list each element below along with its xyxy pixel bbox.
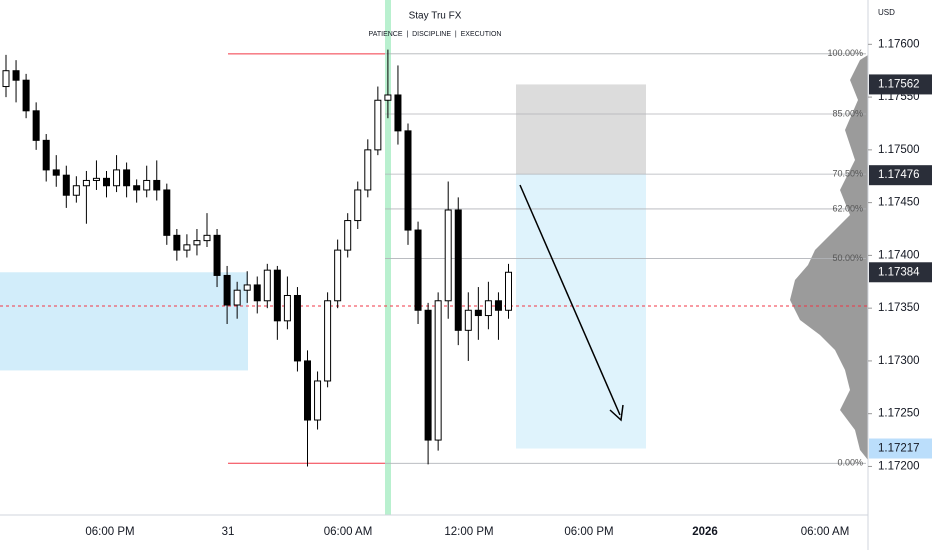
fib-label: 0.00% [837, 458, 863, 468]
stop-zone [516, 84, 646, 175]
candle-body [163, 189, 171, 236]
y-tick-label: 1.17200 [878, 460, 920, 472]
candle-body [293, 294, 301, 362]
x-tick-label: 06:00 AM [801, 526, 850, 538]
y-tick-label: 1.17350 [878, 302, 920, 314]
candle-body [103, 177, 110, 187]
candle-body [374, 99, 382, 151]
fib-label: 50.00% [832, 253, 863, 263]
y-tick-label: 1.17450 [878, 197, 920, 209]
candle-body [273, 269, 281, 322]
arrow-head [609, 404, 624, 422]
candle-body [314, 380, 322, 421]
candle-body [12, 70, 20, 81]
x-tick-label: 06:00 PM [85, 526, 134, 538]
candle-body [354, 189, 362, 222]
subtitle: PATIENCE | DISCIPLINE | EXECUTION [369, 31, 502, 38]
x-tick-label: 31 [222, 526, 235, 538]
candle-body [384, 94, 392, 101]
candle-body [213, 234, 221, 276]
y-tick-label: 1.17300 [878, 355, 920, 367]
y-tick-label: 1.17600 [878, 38, 920, 50]
price-badge [869, 262, 932, 283]
candle-body [62, 174, 70, 196]
title: Stay Tru FX [409, 11, 462, 22]
candle-body [324, 300, 332, 382]
candle-body [92, 177, 100, 181]
candle-body [344, 220, 352, 251]
candle-body [484, 300, 492, 317]
arrow [519, 184, 621, 416]
candle-body [113, 169, 121, 187]
candle-body [505, 271, 512, 311]
session-marker [385, 0, 391, 515]
candle-body [454, 209, 462, 331]
candle-body [133, 185, 141, 191]
candle-body [263, 269, 271, 302]
fib-label: 62.00% [832, 203, 863, 213]
fib-label: 70.50% [832, 169, 863, 179]
price-badge-label: 1.17562 [878, 78, 920, 90]
candle-body [2, 70, 10, 88]
price-badge [869, 438, 932, 459]
candle-body [52, 169, 60, 176]
price-badge-label: 1.17384 [878, 266, 920, 278]
candle-body [233, 289, 241, 306]
candle-body [424, 309, 432, 441]
price-badge [869, 74, 932, 95]
candle-body [394, 94, 402, 132]
candle-body [223, 274, 231, 306]
candle-body [283, 294, 291, 322]
y-tick-label: 1.17500 [878, 144, 920, 156]
candle-body [203, 234, 211, 242]
x-tick-label: 06:00 AM [324, 526, 373, 538]
candle-body [193, 240, 201, 246]
candle-body [153, 179, 161, 191]
candle-body [123, 169, 131, 187]
y-tick-label: 1.17400 [878, 249, 920, 261]
target-zone [516, 174, 646, 449]
candle-body [253, 284, 261, 302]
candle-body [143, 179, 151, 191]
candle-body [82, 179, 90, 187]
demand-zone [0, 272, 248, 371]
y-tick-label: 1.17250 [878, 408, 920, 420]
x-tick-label: 2026 [692, 526, 718, 538]
candle-body [414, 229, 422, 311]
candle-body [494, 300, 502, 311]
currency: USD [878, 8, 895, 17]
candle-body [364, 149, 372, 191]
price-badge [869, 165, 932, 186]
candle-body [474, 309, 482, 317]
candle-body [173, 234, 181, 251]
candle-body [464, 309, 472, 331]
price-badge-label: 1.17217 [878, 443, 920, 455]
candle-body [304, 360, 311, 421]
fib-label: 100.00% [827, 48, 863, 58]
x-tick-label: 12:00 PM [444, 526, 493, 538]
candle-body [42, 139, 50, 171]
candle-body [22, 79, 30, 112]
x-tick-label: 06:00 PM [564, 526, 613, 538]
volume-profile [790, 55, 868, 460]
price-badge-label: 1.17476 [878, 169, 920, 181]
candle-body [444, 209, 452, 302]
candle-body [434, 300, 442, 441]
fib-label: 85.00% [832, 108, 863, 118]
candle-body [243, 284, 251, 291]
candle-body [72, 185, 80, 196]
candle-body [404, 130, 412, 231]
candle-body [334, 249, 342, 302]
candle-body [183, 244, 191, 251]
candle-body [32, 110, 40, 141]
